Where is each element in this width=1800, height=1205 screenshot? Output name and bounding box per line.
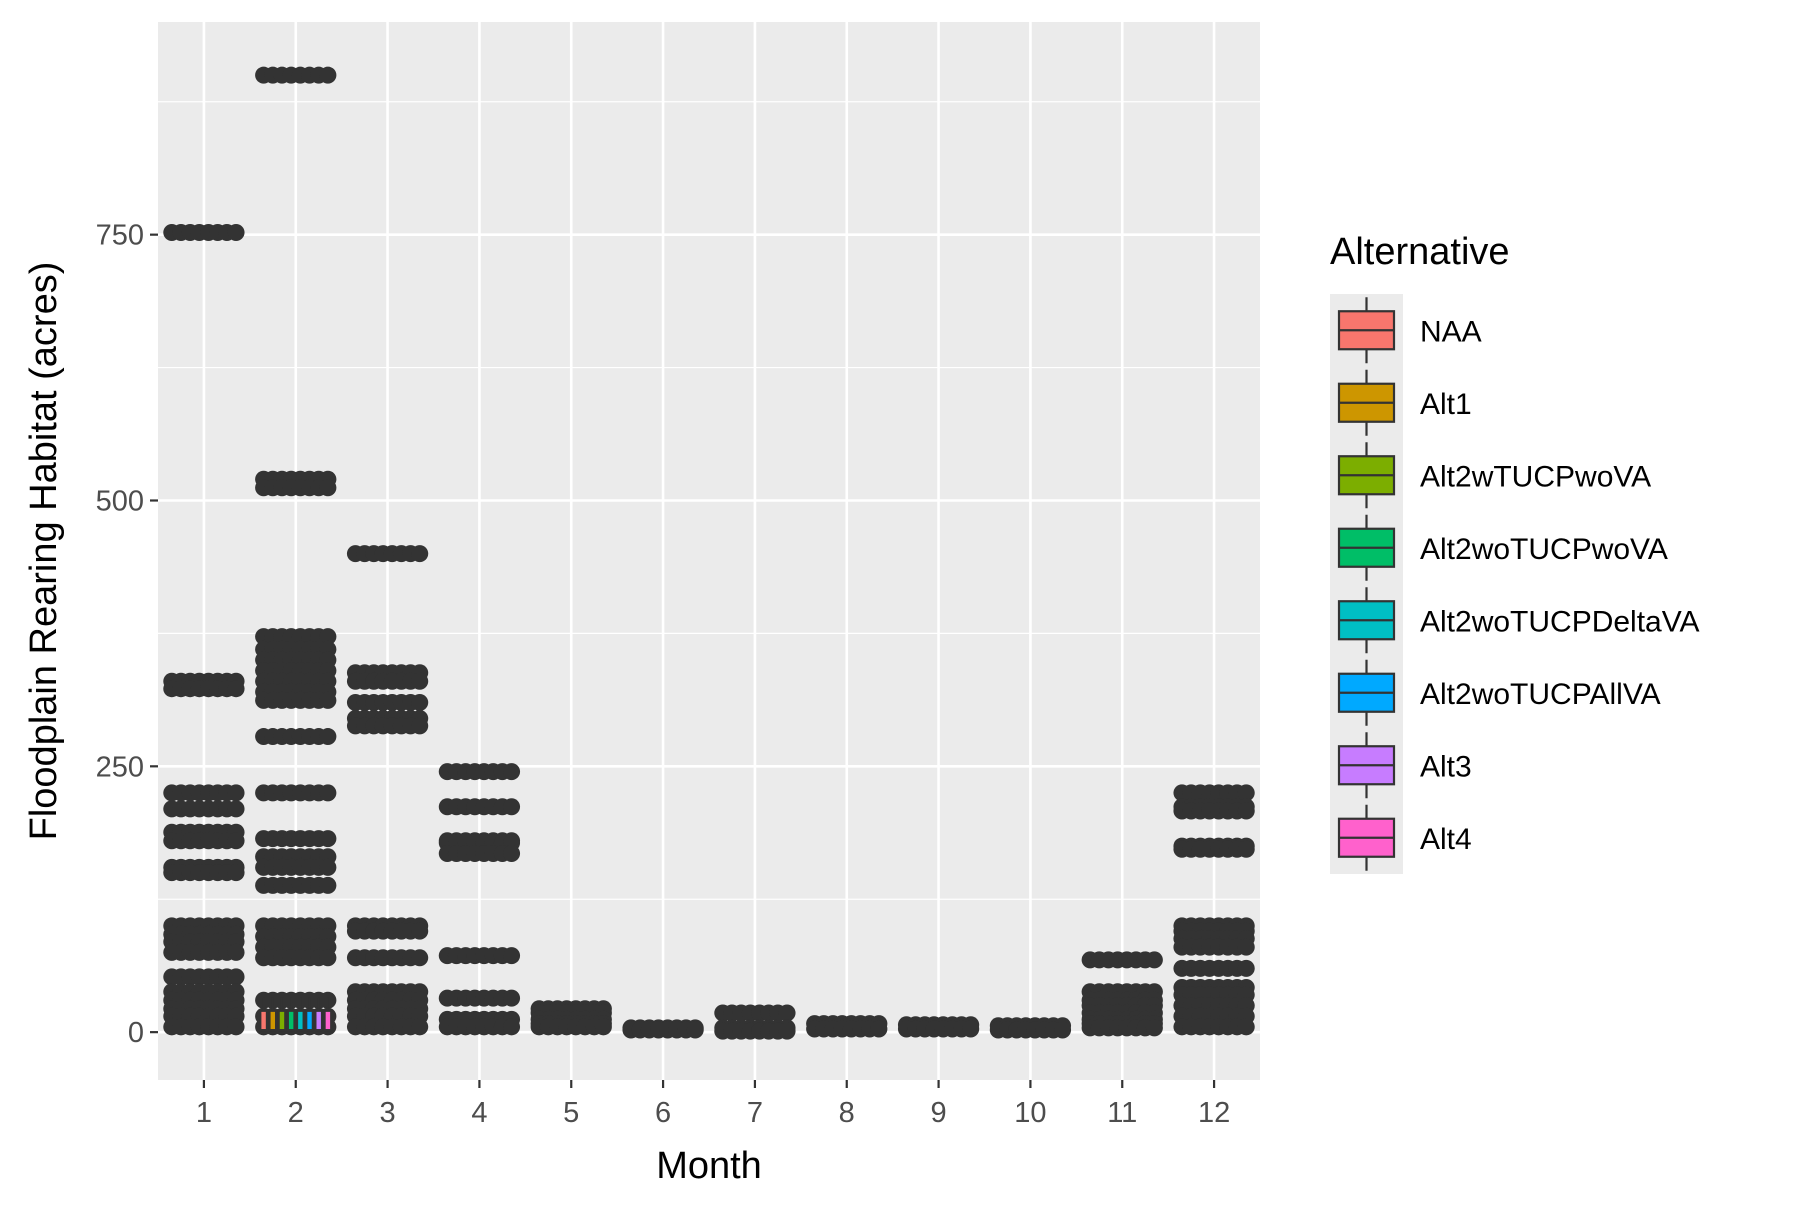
legend-label: Alt1	[1420, 388, 1472, 421]
outlier-point	[503, 989, 521, 1007]
legend-label: Alt3	[1420, 750, 1472, 783]
outlier-point	[411, 922, 429, 940]
outlier-point	[1237, 784, 1255, 802]
outlier-point	[1237, 938, 1255, 956]
outlier-point	[503, 763, 521, 781]
outlier-point	[1145, 951, 1163, 969]
outlier-point	[411, 717, 429, 735]
box-body-Alt3	[314, 1009, 323, 1032]
x-tick-label: 1	[196, 1097, 212, 1129]
outlier-point	[319, 728, 337, 746]
outlier-point	[227, 1018, 245, 1036]
outlier-point	[686, 1021, 704, 1039]
legend-label: Alt2woTUCPAllVA	[1420, 678, 1661, 711]
outlier-point	[594, 1018, 612, 1036]
legend-label: Alt2woTUCPwoVA	[1420, 533, 1668, 566]
box-body-NAA	[259, 1009, 268, 1032]
outlier-point	[1054, 1021, 1072, 1039]
box-body-Alt1	[268, 1009, 278, 1032]
outlier-point	[227, 943, 245, 961]
outlier-point	[411, 694, 429, 712]
x-tick-label: 11	[1107, 1097, 1137, 1129]
y-tick-label: 0	[128, 1017, 144, 1049]
x-tick-label: 3	[380, 1097, 396, 1129]
outlier-point	[778, 1022, 796, 1040]
outlier-point	[503, 1018, 521, 1036]
outlier-point	[411, 949, 429, 967]
legend-title: Alternative	[1330, 231, 1510, 273]
legend-label: Alt2wTUCPwoVA	[1420, 460, 1651, 493]
grid-layer	[158, 22, 1260, 1080]
outlier-point	[319, 949, 337, 967]
outlier-point	[319, 691, 337, 709]
box-body-Alt2wTUCPwoVA	[277, 1009, 287, 1032]
y-axis-title: Floodplain Rearing Habitat (acres)	[23, 262, 65, 841]
outlier-point	[319, 876, 337, 894]
outlier-point	[503, 798, 521, 816]
x-tick-label: 7	[747, 1097, 763, 1129]
legend-label: Alt4	[1420, 823, 1472, 856]
outlier-point	[319, 858, 337, 876]
legend-label: Alt2woTUCPDeltaVA	[1420, 605, 1700, 638]
box-body-Alt4	[323, 1009, 333, 1032]
outlier-point	[1237, 1018, 1255, 1036]
outlier-point	[227, 832, 245, 850]
outlier-point	[319, 628, 337, 646]
outlier-point	[227, 680, 245, 698]
outlier-point	[870, 1020, 888, 1038]
outlier-point	[319, 784, 337, 802]
outlier-point	[411, 672, 429, 690]
legend-keys: NAA Alt1 Alt2wTUCPwoVA Alt2woTUCPwoVA Alt2wo…	[1337, 297, 1700, 871]
outlier-point	[227, 784, 245, 802]
boxes-layer	[259, 997, 333, 1032]
x-tick-label: 8	[839, 1097, 855, 1129]
plot-panel	[158, 22, 1260, 1080]
outlier-point	[1237, 840, 1255, 858]
x-tick-label: 10	[1014, 1097, 1046, 1129]
outlier-point	[411, 545, 429, 563]
outlier-point	[227, 864, 245, 882]
y-tick-label: 750	[96, 220, 144, 252]
outlier-point	[227, 968, 245, 986]
outlier-point	[503, 947, 521, 965]
outlier-point	[1237, 959, 1255, 977]
legend: Alternative NAA Alt1 Alt2wTUCPwoVA Alt2woTU…	[1330, 231, 1700, 874]
y-tick-label: 250	[96, 751, 144, 783]
outlier-point	[227, 224, 245, 242]
outlier-point	[778, 1004, 796, 1022]
points-layer	[163, 66, 1255, 1040]
box-body-Alt2woTUCPDeltaVA	[296, 1009, 305, 1032]
outlier-point	[319, 830, 337, 848]
x-tick-label: 4	[471, 1097, 487, 1129]
outlier-point	[319, 66, 337, 84]
legend-label: NAA	[1420, 315, 1482, 348]
box-body-Alt2woTUCPwoVA	[286, 1009, 296, 1032]
outlier-point	[319, 479, 337, 497]
outlier-point	[411, 1018, 429, 1036]
x-tick-label: 6	[655, 1097, 671, 1129]
x-tick-label: 9	[931, 1097, 947, 1129]
x-tick-label: 5	[563, 1097, 579, 1129]
outlier-point	[1237, 802, 1255, 820]
x-tick-label: 12	[1198, 1097, 1230, 1129]
x-axis-title: Month	[656, 1145, 762, 1187]
box-body-Alt2woTUCPAllVA	[305, 1009, 314, 1032]
y-tick-label: 500	[96, 485, 144, 517]
outlier-point	[227, 800, 245, 818]
outlier-point	[503, 845, 521, 863]
outlier-point	[1145, 1019, 1163, 1037]
outlier-point	[962, 1020, 980, 1038]
x-tick-label: 2	[288, 1097, 304, 1129]
